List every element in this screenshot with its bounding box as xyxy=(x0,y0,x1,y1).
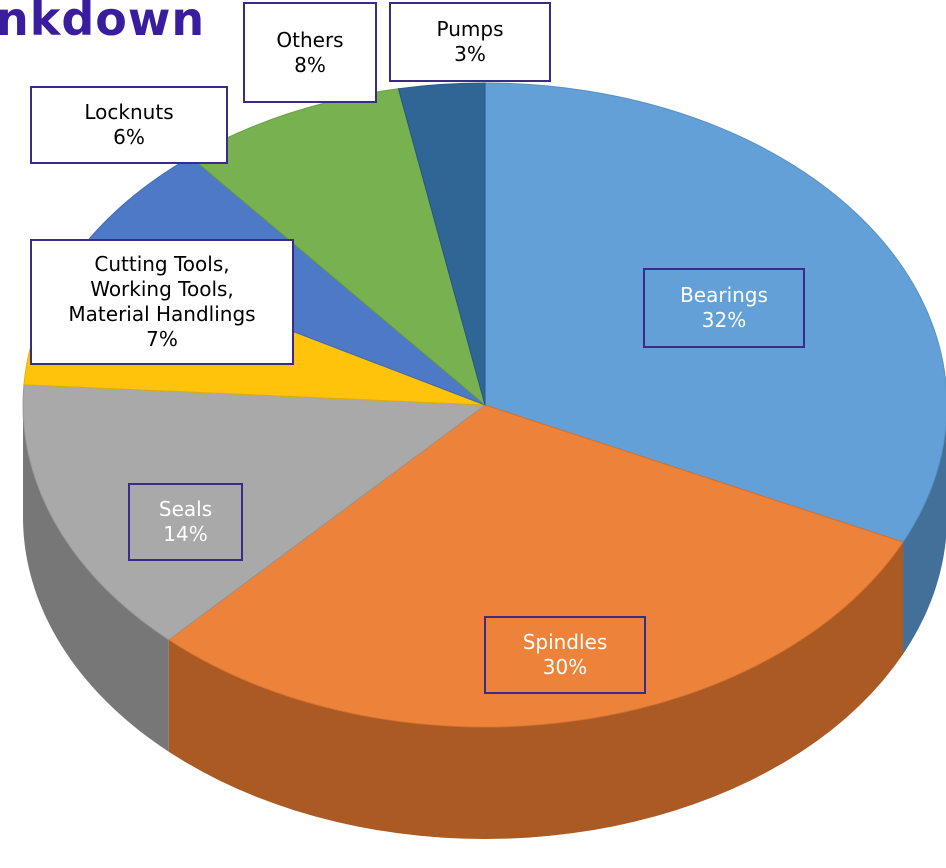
slice xyxy=(167,404,904,728)
slice xyxy=(484,82,946,543)
label-category: Others xyxy=(276,27,344,52)
slice-side xyxy=(903,426,946,655)
data-label: Bearings 32% xyxy=(643,268,805,348)
slice-side xyxy=(168,542,904,839)
label-category: Locknuts xyxy=(84,100,174,124)
data-label: Locknuts 6% xyxy=(30,86,228,164)
data-label: Others 8% xyxy=(243,2,377,103)
chart-title: nkdown xyxy=(0,0,206,46)
data-label: Spindles 30% xyxy=(484,616,646,694)
data-label: Seals 14% xyxy=(128,483,243,561)
label-value: 30% xyxy=(542,655,588,679)
label-category: Pumps xyxy=(436,17,504,41)
label-value: 3% xyxy=(454,42,486,66)
slice-side xyxy=(23,405,169,752)
data-label: Cutting Tools, Working Tools, Material H… xyxy=(30,239,294,365)
label-value: 8% xyxy=(294,52,326,77)
label-value: 6% xyxy=(113,125,145,149)
slice xyxy=(22,384,487,641)
data-label: Pumps 3% xyxy=(389,2,551,82)
label-category: Spindles xyxy=(522,630,608,654)
label-value: 7% xyxy=(146,327,178,351)
slice xyxy=(397,82,486,406)
label-category: Bearings xyxy=(680,283,768,307)
label-category: Seals xyxy=(158,497,213,521)
label-value: 14% xyxy=(163,522,208,546)
label-category: Cutting Tools, Working Tools, Material H… xyxy=(68,252,256,326)
label-value: 32% xyxy=(701,308,747,332)
